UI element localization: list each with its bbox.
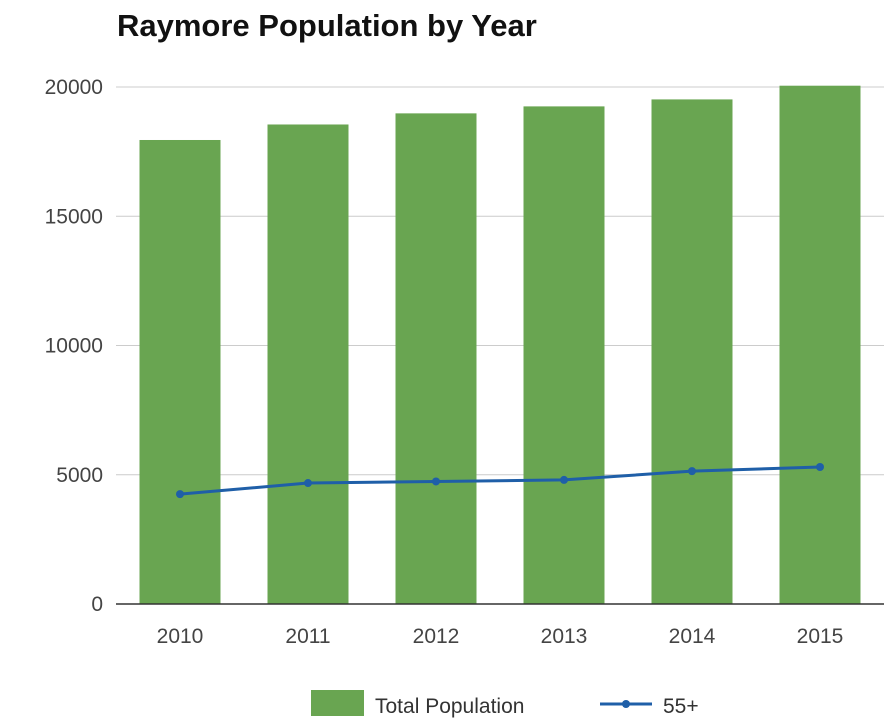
chart-title: Raymore Population by Year: [117, 8, 537, 43]
legend-label-55plus: 55+: [663, 695, 699, 718]
line-point-2013: [560, 475, 568, 484]
y-tick-label-20000: 20000: [45, 76, 103, 99]
line-point-2012: [432, 477, 440, 486]
legend-swatch-55plus-dot: [622, 700, 630, 708]
y-tick-label-5000: 5000: [56, 464, 103, 487]
x-tick-label-2014: 2014: [669, 625, 716, 648]
bar-2014: [651, 99, 733, 605]
x-tick-label-2010: 2010: [157, 625, 204, 648]
y-tick-label-0: 0: [91, 593, 103, 616]
line-point-2014: [688, 467, 696, 476]
x-tick-label-2015: 2015: [797, 625, 844, 648]
legend-label-total-population: Total Population: [375, 695, 524, 718]
x-tick-label-2011: 2011: [285, 625, 330, 648]
bar-2010: [139, 139, 221, 604]
bar-2015: [779, 85, 861, 604]
x-tick-label-2013: 2013: [541, 625, 588, 648]
line-point-2011: [304, 479, 312, 488]
y-tick-label-15000: 15000: [45, 205, 103, 228]
bar-2012: [395, 113, 477, 604]
bar-2011: [267, 124, 349, 605]
legend-swatch-total-population: [311, 690, 364, 716]
y-tick-label-10000: 10000: [45, 335, 103, 358]
x-tick-label-2012: 2012: [413, 625, 460, 648]
line-point-2015: [816, 462, 824, 471]
line-point-2010: [176, 490, 184, 499]
line-series-55plus: [179, 465, 821, 496]
bar-2013: [523, 106, 605, 604]
